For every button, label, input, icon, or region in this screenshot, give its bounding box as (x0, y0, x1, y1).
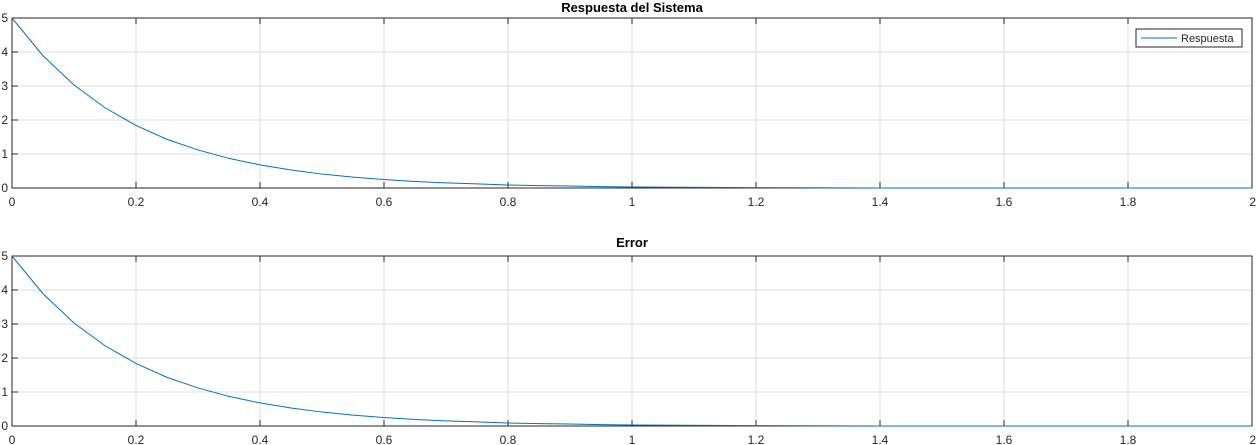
legend: Respuesta (1135, 28, 1243, 48)
chart-respuesta: Respuesta del Sistema 0 0.2 0.4 0.6 0.8 1 1.2 1… (1, 0, 1256, 209)
y-tick-label: 3 (1, 317, 8, 331)
x-tick-label: 1.4 (872, 195, 889, 209)
x-tick-label: 1.8 (1120, 195, 1137, 209)
series-line (11, 17, 1252, 189)
series-line (11, 255, 1252, 427)
x-tick-label: 0.2 (128, 195, 145, 209)
x-tick-label: 0.8 (500, 195, 517, 209)
x-tick-label: 2 (1249, 433, 1256, 445)
legend-label: Respuesta (1181, 33, 1234, 45)
x-tick-label: 0.8 (500, 433, 517, 445)
x-tick-label: 1 (629, 433, 636, 445)
x-tick-label: 0.2 (128, 433, 145, 445)
y-tick-label: 3 (1, 79, 8, 93)
y-tick-label: 0 (1, 181, 8, 195)
x-tick-label: 1.6 (996, 433, 1013, 445)
x-tick-label: 0.4 (252, 433, 269, 445)
x-tick-label: 1.2 (748, 433, 765, 445)
legend-box (1135, 28, 1243, 48)
x-tick-label: 1.8 (1120, 433, 1137, 445)
y-tick-label: 0 (1, 419, 8, 433)
y-tick-label: 1 (1, 147, 8, 161)
x-tick-label: 2 (1249, 195, 1256, 209)
x-tick-label: 1.6 (996, 195, 1013, 209)
y-tick-label: 1 (1, 385, 8, 399)
x-tick-label: 0.6 (376, 433, 393, 445)
y-tick-label: 4 (1, 45, 8, 59)
x-tick-label: 0 (9, 195, 16, 209)
chart-error: Error 0 0.2 0.4 0.6 0.8 1 1.2 1.4 1.6 1.8 2 0 1 2 3 4 5 (1, 235, 1256, 445)
y-tick-label: 4 (1, 283, 8, 297)
y-tick-label: 2 (1, 351, 8, 365)
x-tick-label: 0.6 (376, 195, 393, 209)
x-tick-label: 1.4 (872, 433, 889, 445)
y-tick-label: 5 (1, 249, 8, 263)
chart-title: Respuesta del Sistema (561, 0, 703, 15)
x-tick-label: 0 (9, 433, 16, 445)
x-tick-label: 1.2 (748, 195, 765, 209)
chart-title: Error (616, 235, 648, 250)
y-tick-label: 5 (1, 11, 8, 25)
x-tick-label: 0.4 (252, 195, 269, 209)
x-tick-label: 1 (629, 195, 636, 209)
y-tick-label: 2 (1, 113, 8, 127)
